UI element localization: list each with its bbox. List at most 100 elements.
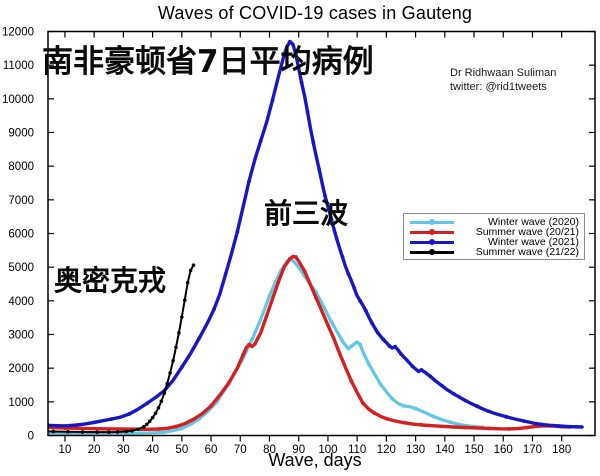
series-marker xyxy=(439,383,444,388)
series-marker xyxy=(235,229,240,234)
series-marker xyxy=(226,381,231,386)
series-marker xyxy=(142,424,146,429)
series-marker xyxy=(358,298,362,303)
series-marker xyxy=(399,352,403,356)
series-marker xyxy=(270,98,275,103)
legend-label: Summer wave (20/21) xyxy=(475,225,579,238)
series-marker xyxy=(340,255,345,259)
series-marker xyxy=(475,404,479,409)
series-marker xyxy=(340,339,345,344)
series-marker xyxy=(390,396,395,401)
series-marker xyxy=(174,424,178,429)
annotation-omicron-cn: 奥密克戎 xyxy=(54,264,167,297)
legend-swatch xyxy=(410,229,454,235)
series-marker xyxy=(556,424,561,428)
series-marker xyxy=(486,409,491,414)
series-marker xyxy=(521,419,526,423)
series-marker xyxy=(574,424,579,429)
series-marker xyxy=(448,420,453,425)
x-axis-label: Wave, days xyxy=(268,450,362,470)
legend-marker-dot xyxy=(429,249,435,255)
x-tick-label: 30 xyxy=(117,444,130,456)
series-line xyxy=(48,264,195,434)
x-tick-label: 110 xyxy=(348,444,366,456)
series-marker xyxy=(328,319,333,323)
series-marker xyxy=(162,391,167,395)
series-marker xyxy=(410,364,415,369)
series-marker xyxy=(212,307,216,312)
series-marker xyxy=(179,426,184,431)
series-marker xyxy=(539,422,544,427)
series-marker xyxy=(276,280,281,285)
series-marker xyxy=(334,236,339,241)
series-marker xyxy=(185,280,190,285)
series-marker xyxy=(179,365,184,370)
y-tick-label: 12000 xyxy=(2,27,34,39)
x-tick-label: 130 xyxy=(406,444,425,456)
series-marker xyxy=(139,431,143,436)
y-tick-label: 2000 xyxy=(8,363,34,375)
x-tick-label: 80 xyxy=(263,444,276,456)
series-marker xyxy=(40,423,44,427)
series-marker xyxy=(177,331,181,335)
legend-label: Summer wave (21/22) xyxy=(475,245,579,258)
series-marker xyxy=(451,391,456,396)
x-tick-label: 90 xyxy=(292,444,305,456)
chart-title: Waves of COVID-19 cases in Gauteng xyxy=(157,3,473,23)
legend-item: Summer wave (20/21) xyxy=(410,227,579,237)
series-marker xyxy=(57,423,62,428)
y-tick-label: 3000 xyxy=(8,330,34,342)
y-tick-label: 4000 xyxy=(8,296,34,308)
series-marker xyxy=(168,371,172,375)
series-marker xyxy=(267,293,272,298)
series-marker xyxy=(299,80,304,85)
legend-swatch xyxy=(410,219,454,225)
series-marker xyxy=(369,320,374,325)
series-marker xyxy=(80,430,85,434)
series-marker xyxy=(387,344,392,348)
series-marker xyxy=(305,109,310,114)
series-marker xyxy=(197,335,202,340)
legend-marker-dot xyxy=(429,219,435,225)
series-marker xyxy=(428,374,433,379)
y-tick-label: 10000 xyxy=(2,94,34,106)
y-tick-label: 9000 xyxy=(8,128,34,140)
series-marker xyxy=(258,139,263,143)
series-marker xyxy=(419,367,424,372)
legend-swatch xyxy=(410,239,454,245)
series-marker xyxy=(413,406,418,411)
series-marker xyxy=(402,420,406,425)
series-marker xyxy=(293,255,298,259)
series-marker xyxy=(317,167,322,172)
x-tick-label: 140 xyxy=(435,444,454,456)
series-marker xyxy=(159,399,164,403)
attribution-author: Dr Ridhwaan Suliman xyxy=(450,67,557,79)
series-marker xyxy=(346,272,351,276)
series-marker xyxy=(37,429,41,433)
series-marker xyxy=(124,429,129,434)
y-tick-label: 7000 xyxy=(8,195,34,207)
series-marker xyxy=(144,401,149,406)
series-marker xyxy=(358,342,362,347)
series-marker xyxy=(115,430,120,434)
series-marker xyxy=(524,425,529,430)
series-marker xyxy=(378,382,383,387)
series-marker xyxy=(156,427,161,431)
y-tick-label: 8000 xyxy=(8,161,34,173)
series-marker xyxy=(439,424,444,429)
series-marker xyxy=(393,344,398,349)
series-marker xyxy=(156,406,161,410)
x-tick-label: 50 xyxy=(175,444,188,456)
series-marker xyxy=(191,263,196,267)
series-marker xyxy=(402,403,406,408)
series-marker xyxy=(106,430,111,434)
series-marker xyxy=(127,412,132,416)
legend-item: Winter wave (2021) xyxy=(410,237,579,247)
x-tick-label: 120 xyxy=(377,444,396,456)
legend-marker-dot xyxy=(429,229,435,235)
series-marker xyxy=(241,352,246,357)
series-marker xyxy=(180,315,184,319)
series-marker xyxy=(250,337,254,342)
y-tick-label: 5000 xyxy=(8,262,34,274)
